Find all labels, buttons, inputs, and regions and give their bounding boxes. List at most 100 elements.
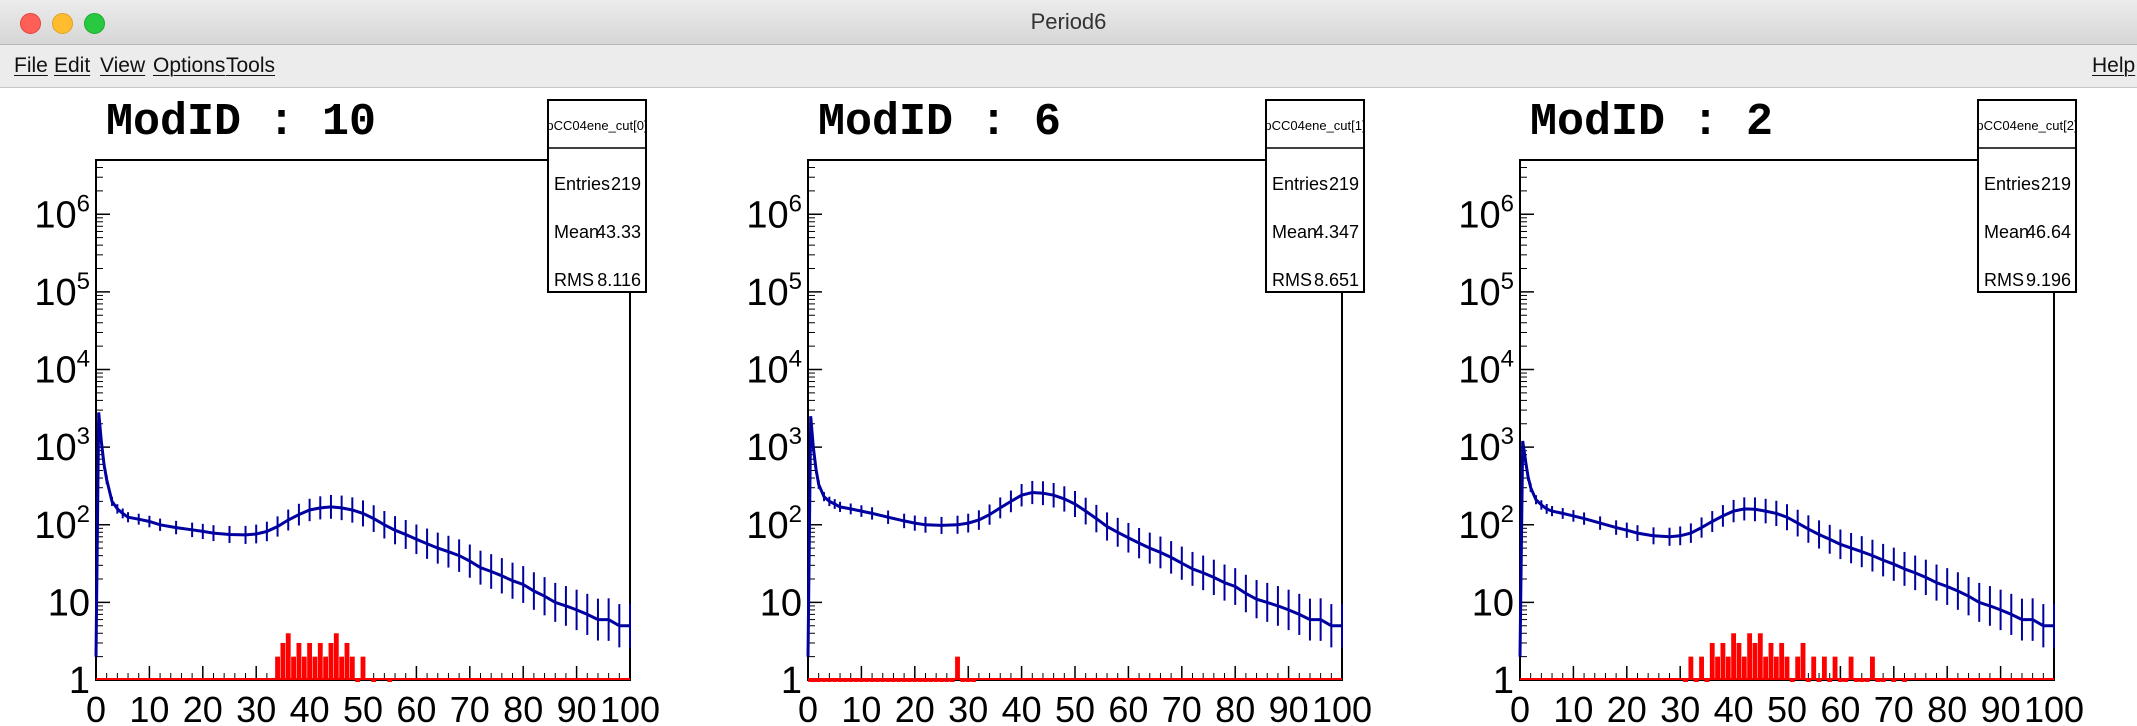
cut-series-bar (1805, 680, 1811, 682)
cut-series-bar (1891, 680, 1897, 682)
maximize-icon[interactable] (84, 13, 105, 34)
cut-series-bar (349, 656, 355, 680)
cut-series-bar (1720, 642, 1726, 680)
cut-series-bar (307, 642, 313, 680)
menu-options[interactable]: Options (153, 54, 226, 77)
menu-tools[interactable]: Tools (226, 54, 276, 77)
cut-series-bar (387, 680, 393, 682)
y-tick-label: 10 (760, 582, 802, 624)
stats-entries-value: 219 (1329, 174, 1359, 194)
stats-mean-label: Mean (1272, 222, 1317, 242)
minimize-icon[interactable] (52, 13, 73, 34)
y-tick-label: 106 (1458, 190, 1514, 236)
cut-series-bar (848, 680, 854, 682)
cut-series-bar (832, 680, 838, 682)
menu-view[interactable]: View (100, 54, 146, 77)
cut-series-bar (1773, 656, 1779, 680)
cut-series-bar (339, 656, 345, 680)
cut-series-bar (917, 680, 923, 682)
cut-series-bar (1821, 656, 1827, 680)
cut-series-bar (1741, 656, 1747, 680)
close-icon[interactable] (20, 13, 41, 34)
cut-series-bar (291, 656, 296, 680)
cut-series-bar (360, 656, 366, 680)
cut-series-bar (891, 680, 896, 682)
x-tick-label: 80 (503, 689, 543, 726)
cut-series-bar (344, 642, 350, 680)
chart-panel-1: ModID : 6 0 10 20 30 40 50 60 70 80 90 100 1 10 102 103… (746, 97, 1372, 726)
cut-series-bar (1752, 642, 1758, 680)
stats-rms-value: 9.196 (2026, 270, 2071, 290)
main-series-line (94, 412, 630, 657)
x-tick-label: 100 (2024, 689, 2084, 726)
stats-box (547, 99, 647, 293)
stats-box (1265, 99, 1365, 293)
x-tick-label: 50 (1055, 689, 1095, 726)
cut-series-bar (328, 642, 334, 680)
x-tick-label: 90 (1269, 689, 1309, 726)
x-tick-label: 40 (1714, 689, 1754, 726)
x-tick-label: 80 (1927, 689, 1967, 726)
menu-file[interactable]: File (14, 54, 48, 77)
stats-name: pCC04ene_cut[1] (1264, 118, 1365, 133)
cut-series-bar (965, 680, 971, 682)
x-tick-label: 50 (343, 689, 383, 726)
stats-box (1977, 99, 2077, 293)
x-tick-label: 50 (1767, 689, 1807, 726)
chart-panel-2: ModID : 2 0 10 20 30 40 50 60 70 80 90 100 1 10 102 103… (1458, 97, 2084, 726)
y-tick-label: 10 (1472, 582, 1514, 624)
cut-series-bar (1699, 656, 1704, 680)
cut-series-bar (275, 656, 280, 680)
cut-series-bar (821, 680, 827, 682)
stats-mean-value: 4.347 (1314, 222, 1359, 242)
cut-series-bar (885, 680, 891, 682)
cut-series-bar (1811, 656, 1817, 680)
stats-mean-label: Mean (554, 222, 599, 242)
x-tick-label: 100 (600, 689, 660, 726)
cut-series-bar (880, 680, 886, 682)
cut-series-bar (1688, 656, 1694, 680)
cut-series-bar (933, 680, 939, 682)
menu-help[interactable]: Help (2092, 54, 2136, 77)
y-tick-label: 10 (48, 582, 90, 624)
x-tick-label: 90 (557, 689, 597, 726)
menu-edit[interactable]: Edit (54, 54, 91, 77)
stats-rms-label: RMS (1984, 270, 2024, 290)
cut-series-bar (949, 680, 955, 682)
y-tick-label: 104 (746, 346, 802, 392)
cut-series-bar (1768, 642, 1774, 680)
menu-bar: File Edit View Options Tools Help (0, 45, 2137, 88)
plot-canvas: ModID : 100 10 20 30 40 50 60 70 80 90 10011010210… (34, 97, 2084, 726)
cut-series-bar (1725, 656, 1731, 680)
stats-rms-label: RMS (554, 270, 594, 290)
x-tick-label: 10 (1553, 689, 1593, 726)
y-tick-label: 106 (746, 190, 802, 236)
stats-mean-value: 46.64 (2026, 222, 2071, 242)
cut-series-bar (939, 680, 944, 682)
stats-name: pCC04ene_cut[0] (546, 118, 647, 133)
y-tick-label: 1 (1493, 660, 1514, 702)
x-tick-label: 0 (1510, 689, 1530, 726)
cut-series-bar (323, 656, 329, 680)
y-tick-label: 104 (34, 346, 90, 392)
x-tick-label: 60 (1820, 689, 1860, 726)
cut-series-bar (1864, 680, 1870, 682)
cut-series-bar (1870, 656, 1875, 680)
cut-series-bar (1816, 680, 1822, 682)
chart-title: ModID : 2 (1530, 97, 1773, 148)
stats-entries-label: Entries (1984, 174, 2040, 194)
cut-series-bar (1800, 642, 1806, 680)
cut-series-bar (944, 680, 950, 682)
cut-series-bar (923, 680, 928, 682)
x-tick-label: 100 (1312, 689, 1372, 726)
cut-series-bar (296, 642, 302, 680)
y-tick-label: 105 (746, 268, 802, 314)
cut-series-bar (1747, 633, 1753, 680)
y-tick-label: 105 (34, 268, 90, 314)
cut-series-bar (875, 680, 880, 682)
cut-series-bar (317, 642, 323, 680)
chart-title: ModID : 10 (106, 97, 376, 148)
cut-series-bar (896, 680, 902, 682)
cut-series-bar (312, 656, 318, 680)
cut-series-bar (1757, 633, 1763, 680)
